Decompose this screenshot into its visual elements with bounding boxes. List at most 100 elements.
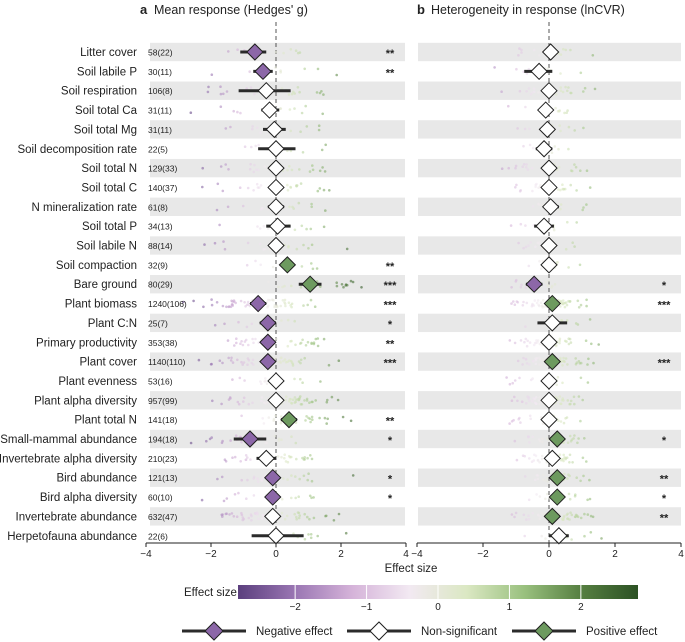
x-axis-label: Effect size (385, 563, 438, 575)
raw-point (286, 188, 290, 192)
raw-point (564, 247, 568, 251)
row-label: Soil total N (81, 163, 137, 175)
raw-point (290, 92, 294, 96)
raw-point (288, 165, 291, 168)
raw-point (295, 517, 299, 521)
raw-point (280, 438, 283, 442)
raw-point (250, 145, 253, 149)
raw-point (281, 285, 284, 289)
raw-point (337, 512, 341, 516)
raw-point (232, 109, 235, 113)
raw-point (272, 417, 276, 421)
raw-point (296, 511, 300, 514)
estimate-diamond (259, 333, 277, 351)
raw-point (244, 454, 248, 457)
raw-point (519, 421, 522, 424)
raw-point (528, 341, 532, 344)
raw-point (252, 477, 256, 480)
raw-point (574, 493, 577, 497)
raw-point (326, 417, 330, 421)
raw-point (240, 478, 243, 482)
significance-star: *** (384, 300, 398, 312)
panel-a-heading: a Mean response (Hedges' g) (140, 2, 308, 17)
estimate-diamond (540, 159, 558, 177)
row-label: Plant biomass (65, 299, 137, 311)
raw-point (223, 458, 227, 462)
raw-point (562, 356, 565, 360)
raw-point (236, 110, 239, 114)
raw-point (283, 453, 287, 457)
raw-point (251, 337, 254, 341)
raw-point (189, 111, 193, 114)
raw-point (286, 168, 289, 172)
raw-point (522, 246, 525, 250)
raw-point (221, 304, 225, 308)
raw-point (524, 357, 528, 361)
raw-point (307, 533, 310, 536)
raw-point (317, 124, 321, 127)
raw-point (254, 259, 257, 263)
raw-point (589, 531, 593, 534)
raw-point (526, 339, 529, 343)
raw-point (538, 517, 542, 521)
raw-point (208, 437, 212, 441)
raw-point (221, 513, 224, 516)
raw-point (540, 457, 544, 461)
row-bands (150, 42, 681, 526)
raw-point (531, 511, 534, 515)
raw-point (574, 357, 577, 360)
raw-point (567, 266, 570, 269)
raw-point (572, 395, 576, 399)
raw-point (286, 360, 289, 364)
raw-point (243, 340, 247, 343)
raw-point (510, 286, 513, 289)
raw-point (252, 341, 255, 345)
estimate-diamond (543, 507, 562, 526)
raw-point (575, 361, 579, 365)
raw-point (309, 420, 312, 424)
raw-point (293, 319, 297, 323)
raw-point (565, 340, 568, 343)
raw-point (513, 341, 517, 345)
raw-point (573, 434, 576, 437)
significance-stars: ********* **** ********* ****** ** *** *** (384, 48, 672, 524)
raw-point (513, 379, 517, 382)
raw-point (541, 299, 545, 302)
raw-point (239, 299, 243, 303)
estimate-diamond (254, 62, 272, 81)
raw-point (306, 478, 310, 482)
raw-point (286, 344, 290, 348)
raw-point (246, 363, 249, 367)
raw-point (585, 460, 588, 463)
raw-point (220, 475, 224, 479)
raw-point (524, 286, 528, 290)
raw-point (553, 283, 557, 286)
raw-point (563, 187, 567, 191)
raw-point (283, 301, 286, 304)
raw-point (239, 342, 242, 346)
significance-star: *** (658, 300, 672, 312)
raw-point (216, 182, 220, 186)
raw-point (239, 460, 242, 463)
raw-point (263, 473, 267, 477)
raw-point (282, 477, 285, 480)
raw-point (209, 363, 213, 366)
raw-point (213, 241, 217, 245)
raw-point (321, 166, 324, 169)
raw-point (500, 167, 504, 170)
raw-point (246, 478, 249, 482)
raw-point (315, 267, 319, 270)
raw-point (254, 144, 257, 148)
raw-point (310, 243, 314, 247)
raw-point (253, 92, 256, 96)
raw-point (287, 245, 290, 249)
raw-point (244, 458, 248, 462)
raw-point (220, 402, 223, 406)
row-sample-size: 25(7) (148, 318, 168, 328)
raw-point (235, 337, 238, 341)
raw-point (510, 513, 514, 516)
raw-point (221, 439, 224, 443)
raw-point (585, 169, 589, 172)
raw-point (224, 127, 228, 130)
raw-point (290, 361, 294, 364)
